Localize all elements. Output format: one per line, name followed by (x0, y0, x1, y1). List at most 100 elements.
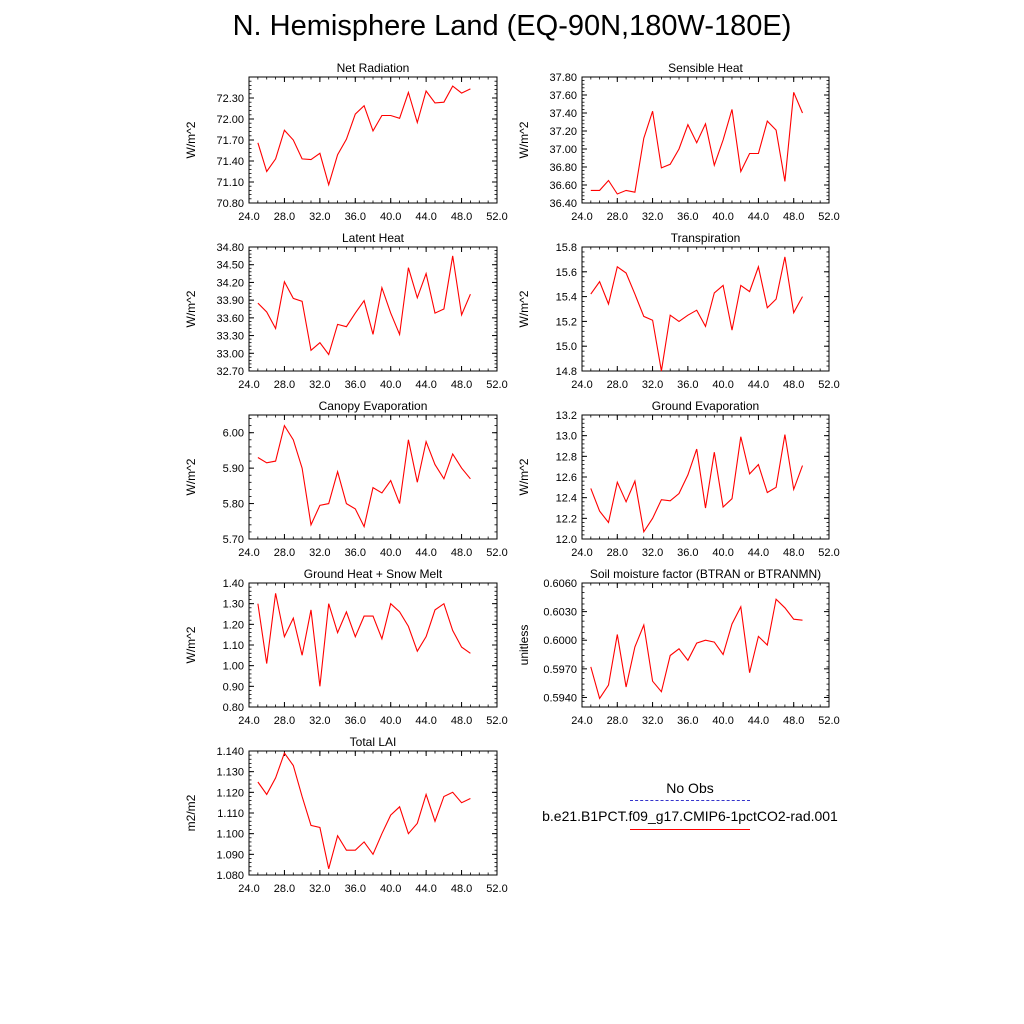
y-tick-label: 13.0 (556, 431, 577, 443)
y-tick-label: 1.40 (223, 578, 244, 590)
y-axis-label: W/m^2 (517, 458, 531, 495)
series-line (257, 593, 471, 687)
plot-title: Ground Heat + Snow Melt (304, 567, 443, 581)
y-tick-label: 1.120 (216, 787, 244, 799)
y-tick-label: 71.40 (216, 156, 244, 168)
y-tick-label: 72.30 (216, 93, 244, 105)
x-tick-label: 32.0 (642, 547, 663, 559)
series-line (257, 424, 471, 529)
x-tick-label: 40.0 (712, 211, 733, 223)
series-line (590, 256, 803, 372)
x-tick-label: 48.0 (783, 715, 804, 727)
x-tick-label: 44.0 (748, 211, 769, 223)
x-tick-label: 24.0 (571, 379, 592, 391)
x-tick-label: 40.0 (712, 715, 733, 727)
plot-frame (581, 246, 830, 372)
y-tick-label: 1.30 (223, 599, 244, 611)
x-tick-label: 40.0 (380, 211, 401, 223)
x-tick-label: 48.0 (451, 883, 472, 895)
x-tick-label: 32.0 (309, 547, 330, 559)
x-tick-label: 52.0 (818, 715, 839, 727)
x-tick-label: 28.0 (274, 211, 295, 223)
y-tick-label: 1.110 (217, 808, 244, 820)
x-tick-label: 48.0 (783, 379, 804, 391)
y-axis-label: W/m^2 (517, 290, 531, 327)
series-line (257, 751, 471, 869)
x-tick-label: 48.0 (451, 547, 472, 559)
x-tick-label: 36.0 (345, 211, 366, 223)
y-tick-label: 72.00 (216, 114, 244, 126)
y-tick-label: 37.80 (549, 72, 577, 84)
y-tick-label: 6.00 (223, 428, 244, 440)
y-tick-label: 32.70 (216, 366, 244, 378)
x-tick-label: 28.0 (274, 883, 295, 895)
x-tick-label: 44.0 (415, 883, 436, 895)
series-line (257, 255, 471, 356)
y-axis-label: W/m^2 (184, 290, 198, 327)
y-axis-label: W/m^2 (184, 626, 198, 663)
x-tick-label: 52.0 (486, 379, 507, 391)
plot-title: Canopy Evaporation (319, 399, 428, 413)
x-tick-label: 36.0 (677, 379, 698, 391)
x-tick-label: 52.0 (818, 379, 839, 391)
y-tick-label: 0.6000 (543, 635, 577, 647)
x-tick-label: 40.0 (712, 547, 733, 559)
y-tick-label: 0.90 (223, 681, 244, 693)
x-tick-label: 32.0 (309, 379, 330, 391)
y-tick-label: 33.90 (216, 295, 244, 307)
y-axis-label: W/m^2 (184, 121, 198, 158)
y-tick-label: 12.2 (556, 513, 577, 525)
y-axis-label: unitless (517, 625, 531, 666)
y-tick-label: 37.60 (549, 90, 577, 102)
x-tick-label: 44.0 (415, 547, 436, 559)
x-tick-label: 52.0 (486, 883, 507, 895)
y-tick-label: 15.2 (556, 316, 577, 328)
y-tick-label: 0.5940 (543, 692, 577, 704)
x-tick-label: 44.0 (748, 715, 769, 727)
plot-title: Net Radiation (337, 61, 410, 75)
x-tick-label: 24.0 (238, 379, 259, 391)
y-tick-label: 36.60 (549, 180, 577, 192)
y-tick-label: 34.20 (216, 277, 244, 289)
x-tick-label: 40.0 (380, 883, 401, 895)
x-tick-label: 48.0 (451, 715, 472, 727)
y-tick-label: 1.100 (216, 829, 244, 841)
series-line (590, 434, 804, 534)
x-tick-label: 44.0 (748, 547, 769, 559)
x-tick-label: 48.0 (451, 211, 472, 223)
x-tick-label: 24.0 (571, 211, 592, 223)
plot-frame (248, 246, 498, 372)
x-tick-label: 36.0 (677, 211, 698, 223)
x-tick-label: 28.0 (274, 379, 295, 391)
y-tick-label: 15.4 (556, 292, 577, 304)
x-tick-label: 24.0 (571, 715, 592, 727)
x-tick-label: 24.0 (238, 211, 259, 223)
x-tick-label: 32.0 (642, 379, 663, 391)
x-tick-label: 24.0 (238, 715, 259, 727)
y-axis-label: W/m^2 (517, 121, 531, 158)
y-tick-label: 12.6 (556, 472, 577, 484)
y-axis-label: m2/m2 (184, 794, 198, 831)
x-tick-label: 52.0 (818, 211, 839, 223)
series-line (257, 85, 471, 187)
x-tick-label: 36.0 (345, 547, 366, 559)
y-tick-label: 5.80 (223, 499, 244, 511)
y-tick-label: 33.30 (216, 331, 244, 343)
y-tick-label: 1.080 (216, 870, 244, 882)
x-tick-label: 36.0 (677, 715, 698, 727)
y-tick-label: 12.8 (556, 451, 577, 463)
x-tick-label: 52.0 (818, 547, 839, 559)
y-tick-label: 0.5970 (543, 664, 577, 676)
x-tick-label: 24.0 (238, 883, 259, 895)
y-tick-label: 1.00 (223, 661, 244, 673)
legend: No Obs b.e21.B1PCT.f09_g17.CMIP6-1pctCO2… (530, 778, 850, 848)
legend-obs-label: No Obs (666, 780, 714, 796)
plot-frame (248, 76, 498, 204)
x-tick-label: 48.0 (783, 547, 804, 559)
plot-title: Latent Heat (342, 231, 405, 245)
y-tick-label: 34.50 (216, 260, 244, 272)
y-tick-label: 0.6060 (543, 578, 577, 590)
plot-frame (248, 582, 498, 708)
y-tick-label: 0.80 (223, 702, 244, 714)
